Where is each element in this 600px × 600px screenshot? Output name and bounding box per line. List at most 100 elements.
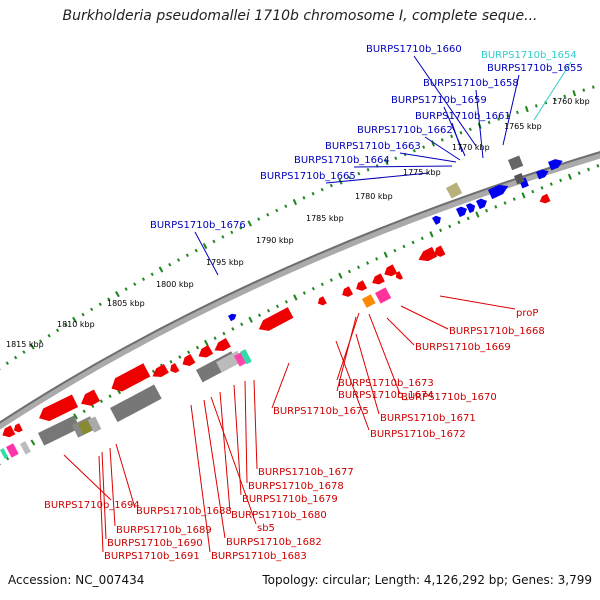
gene-feature[interactable] [78,389,100,410]
gene-feature[interactable] [12,423,23,434]
label-leader-line [109,447,116,527]
gene-label-minus[interactable]: BURPS1710b_1669 [415,342,511,353]
gene-feature[interactable] [38,415,81,446]
gene-feature[interactable] [375,287,392,304]
label-leader-line [533,61,572,121]
gene-feature[interactable] [196,345,214,361]
gene-feature[interactable] [476,197,489,210]
label-leader-line [210,396,257,525]
gene-feature[interactable] [0,448,9,459]
gene-label-minus[interactable]: BURPS1710b_1691 [104,551,200,562]
gene-label-minus[interactable]: BURPS1710b_1675 [273,406,369,417]
gene-label-plus[interactable]: BURPS1710b_1661 [415,111,511,122]
gene-label-minus[interactable]: BURPS1710b_1682 [226,537,322,548]
gene-label-minus[interactable]: BURPS1710b_1679 [242,494,338,505]
gene-feature[interactable] [150,364,169,381]
gene-feature[interactable] [538,193,551,205]
genome-backbone [0,151,600,430]
gene-label-minus[interactable]: BURPS1710b_1680 [231,510,327,521]
label-leader-line [219,391,231,512]
gene-label-plus[interactable]: BURPS1710b_1664 [294,155,390,166]
gene-label-minus[interactable]: BURPS1710b_1671 [380,413,476,424]
gene-feature[interactable] [316,296,327,307]
gene-label-minus[interactable]: BURPS1710b_1677 [258,467,354,478]
gene-label-minus[interactable]: BURPS1710b_1672 [370,429,466,440]
gene-feature[interactable] [0,425,16,439]
scale-tick-label: 1760 kbp [552,97,590,106]
gene-feature[interactable] [446,182,463,199]
gene-label-plus[interactable]: BURPS1710b_1658 [423,78,519,89]
gene-labels[interactable]: BURPS1710b_1660 BURPS1710b_1654 BURPS1710b… [44,44,583,562]
gene-label-minus[interactable]: BURPS1710b_1690 [107,538,203,549]
accession-text: Accession: NC_007434 [8,573,145,587]
gene-feature[interactable] [240,349,252,365]
gene-feature[interactable] [108,363,151,395]
gene-label-minus[interactable]: BURPS1710b_1673 [338,378,434,389]
gene-feature[interactable] [110,384,162,423]
gene-label-plus[interactable]: BURPS1710b_1654 [481,50,577,61]
label-leader-line [190,404,211,553]
gene-feature[interactable] [536,168,550,180]
gene-label-plus[interactable]: BURPS1710b_1663 [325,141,421,152]
label-leader-line [355,333,380,415]
gene-label-plus[interactable]: BURPS1710b_1662 [357,125,453,136]
gene-feature[interactable] [256,307,294,334]
gene-feature[interactable] [78,419,93,435]
gene-feature[interactable] [488,182,510,200]
gene-feature[interactable] [168,363,180,375]
gene-feature[interactable] [20,441,31,455]
gene-label-plus[interactable]: BURPS1710b_1676 [150,220,246,231]
gene-feature[interactable] [36,394,79,424]
label-leader-line [475,89,484,159]
gene-label-minus[interactable]: BURPS1710b_1694 [44,500,140,511]
label-leader-line [63,454,112,501]
gene-label-minus[interactable]: BURPS1710b_1668 [449,326,545,337]
scale-tick-label: 1795 kbp [206,258,244,267]
gene-label-minus[interactable]: BURPS1710b_1688 [136,506,232,517]
gene-feature[interactable] [382,264,398,278]
gene-feature[interactable] [354,280,368,293]
gene-feature[interactable] [432,214,443,225]
gene-label-minus[interactable]: sb5 [257,523,275,534]
label-leader-line [253,379,258,470]
scale-tick-label: 1775 kbp [403,168,441,177]
label-leader-line [335,340,370,431]
gene-feature[interactable] [548,157,564,171]
gene-feature[interactable] [416,246,438,265]
gene-label-plus[interactable]: BURPS1710b_1665 [260,171,356,182]
gene-label-minus[interactable]: BURPS1710b_1683 [211,551,307,562]
gene-feature[interactable] [514,173,525,185]
label-leader-line [101,451,107,540]
gene-label-plus[interactable]: BURPS1710b_1659 [391,95,487,106]
gene-features[interactable] [0,155,564,459]
gene-label-minus[interactable]: BURPS1710b_1678 [248,481,344,492]
gene-label-plus[interactable]: BURPS1710b_1655 [487,63,583,74]
gene-feature[interactable] [432,245,446,258]
scale-tick-label: 1810 kbp [57,320,95,329]
gene-feature[interactable] [180,354,196,369]
gene-label-minus[interactable]: BURPS1710b_1674 [338,390,434,401]
label-leader-line [271,362,290,409]
gene-feature[interactable] [88,416,102,433]
gene-label-minus[interactable]: BURPS1710b_1689 [116,525,212,536]
gene-feature[interactable] [370,273,385,287]
scale-tick-labels: 1760 kbp 1765 kbp 1770 kbp 1775 kbp 1780 kbp… [6,97,590,349]
gene-feature[interactable] [362,294,376,308]
gene-feature[interactable] [394,271,404,281]
label-leader-line [400,305,449,330]
gene-feature[interactable] [456,205,469,218]
gene-label-plus[interactable]: BURPS1710b_1660 [366,44,462,55]
scale-tick-label: 1780 kbp [355,192,393,201]
gene-feature[interactable] [234,352,247,367]
gene-feature[interactable] [466,202,477,214]
gene-feature[interactable] [507,155,524,171]
gene-feature[interactable] [340,286,354,299]
gene-label-minus[interactable]: proP [516,308,538,319]
label-leader-line [233,384,242,496]
gene-feature[interactable] [212,338,231,355]
scale-tick-label: 1785 kbp [306,214,344,223]
gene-feature[interactable] [228,312,238,322]
gene-feature[interactable] [6,443,19,458]
gene-label-minus[interactable]: BURPS1710b_1670 [401,392,497,403]
